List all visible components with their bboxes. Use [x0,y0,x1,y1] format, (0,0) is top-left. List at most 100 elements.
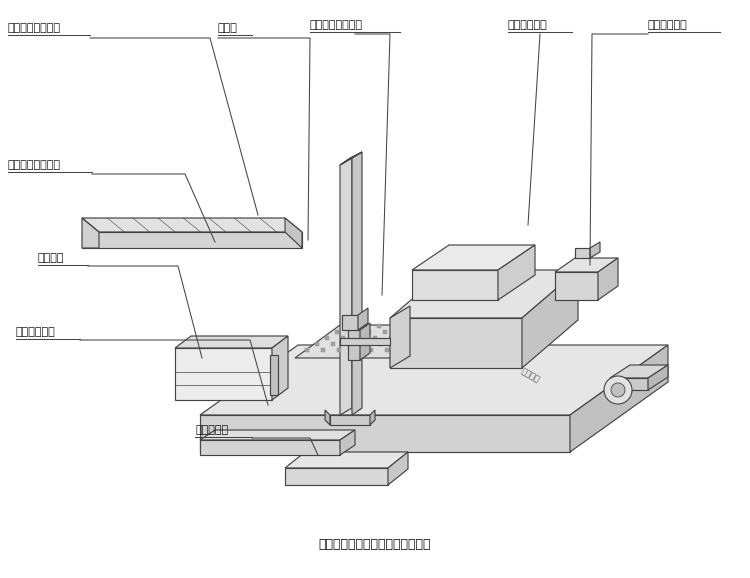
Polygon shape [200,345,668,415]
Polygon shape [415,330,419,334]
Polygon shape [347,342,351,346]
Polygon shape [337,348,341,352]
Text: 送樣氣缸組件: 送樣氣缸組件 [16,327,55,337]
Polygon shape [82,218,99,248]
Polygon shape [443,342,447,346]
Polygon shape [377,324,381,328]
Text: 頂緊氣缸組件: 頂緊氣缸組件 [508,20,548,30]
Polygon shape [498,245,535,300]
Polygon shape [358,308,368,330]
Polygon shape [331,342,335,346]
Polygon shape [449,348,453,352]
Polygon shape [385,348,389,352]
Polygon shape [285,468,388,485]
Polygon shape [321,348,325,352]
Polygon shape [395,342,399,346]
Polygon shape [345,324,349,328]
Polygon shape [409,324,413,328]
Polygon shape [457,324,461,328]
Polygon shape [389,336,393,340]
Polygon shape [405,336,409,340]
Polygon shape [479,330,483,334]
Polygon shape [427,342,431,346]
Polygon shape [373,336,377,340]
Polygon shape [437,336,441,340]
Polygon shape [305,348,309,352]
Polygon shape [363,342,367,346]
Circle shape [604,376,632,404]
Polygon shape [272,336,288,400]
Polygon shape [393,324,397,328]
Polygon shape [459,342,463,346]
Polygon shape [390,318,522,368]
Polygon shape [610,365,668,378]
Circle shape [611,383,625,397]
Polygon shape [200,415,570,452]
Polygon shape [340,430,355,455]
Polygon shape [598,258,618,300]
Polygon shape [295,325,500,358]
Polygon shape [340,158,352,415]
Polygon shape [285,452,408,468]
Polygon shape [315,342,319,346]
Polygon shape [417,348,421,352]
Polygon shape [351,330,355,334]
Polygon shape [82,232,302,248]
Polygon shape [325,410,330,425]
Polygon shape [388,452,408,485]
Polygon shape [401,348,405,352]
Polygon shape [447,330,451,334]
Polygon shape [399,330,403,334]
Polygon shape [353,348,357,352]
Polygon shape [82,218,302,232]
Text: 液氮控制閥: 液氮控制閥 [195,425,228,435]
Polygon shape [469,336,473,340]
Polygon shape [522,270,578,368]
Polygon shape [590,242,600,258]
Polygon shape [555,272,598,300]
Text: 拆去上蓋試樣排列: 拆去上蓋試樣排列 [310,20,363,30]
Polygon shape [431,330,435,334]
Polygon shape [412,245,535,270]
Polygon shape [325,336,329,340]
Polygon shape [270,355,278,395]
Polygon shape [473,324,477,328]
Polygon shape [453,336,457,340]
Polygon shape [360,323,370,360]
Polygon shape [425,324,429,328]
Polygon shape [335,330,339,334]
Polygon shape [433,348,437,352]
Polygon shape [421,336,425,340]
Polygon shape [575,248,590,258]
Polygon shape [370,410,375,425]
Polygon shape [200,430,355,440]
Polygon shape [489,324,493,328]
Polygon shape [367,330,371,334]
Polygon shape [555,258,618,272]
Text: 橫向裝樣氣缸組件: 橫向裝樣氣缸組件 [8,23,61,33]
Polygon shape [341,336,345,340]
Polygon shape [357,336,361,340]
Polygon shape [340,152,362,165]
Text: 低溫室、試樣排列及自動送樣裝置: 低溫室、試樣排列及自動送樣裝置 [319,539,431,551]
Polygon shape [330,415,370,425]
Polygon shape [175,336,288,348]
Polygon shape [361,324,365,328]
Polygon shape [610,378,648,390]
Polygon shape [200,440,340,455]
Polygon shape [285,218,302,248]
Polygon shape [342,315,358,330]
Polygon shape [383,330,387,334]
Text: 定位氣缸組件: 定位氣缸組件 [648,20,688,30]
Polygon shape [348,330,360,360]
Polygon shape [379,342,383,346]
Polygon shape [412,270,498,300]
Text: 被測試口: 被測試口 [519,366,541,384]
Polygon shape [175,348,272,400]
Polygon shape [648,365,668,390]
Polygon shape [390,306,410,368]
Polygon shape [411,342,415,346]
Polygon shape [570,345,668,452]
Polygon shape [352,152,362,415]
Polygon shape [441,324,445,328]
